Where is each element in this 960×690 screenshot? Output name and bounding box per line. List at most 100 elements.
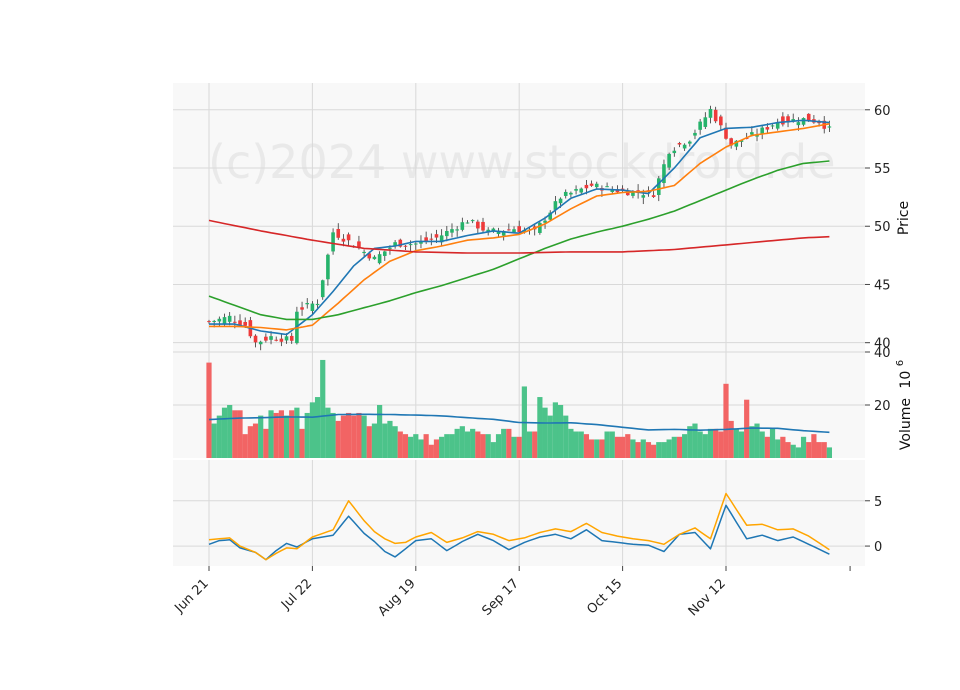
- candle-down: [243, 321, 247, 326]
- candle-down: [279, 338, 284, 342]
- volume-bar-up: [387, 420, 393, 458]
- volume-bar-up: [320, 359, 326, 458]
- volume-bar-up: [408, 436, 414, 458]
- candle-up: [791, 119, 796, 122]
- x-tick-label: Jul 22: [278, 576, 315, 613]
- volume-unit-base: 10: [898, 371, 914, 389]
- volume-bar-up: [682, 434, 688, 458]
- volume-bar-down: [728, 420, 734, 458]
- y-tick-label: 0: [874, 540, 882, 555]
- candle-down: [677, 142, 682, 145]
- volume-bar-up: [449, 434, 455, 458]
- candle-up: [543, 220, 547, 223]
- candle-down: [476, 221, 480, 229]
- indicator-line-2: [208, 492, 830, 561]
- candle-up: [305, 303, 310, 305]
- candle-down: [481, 221, 485, 231]
- candle-down: [207, 321, 211, 323]
- volume-bar-up: [563, 415, 569, 458]
- volume-bar-up: [283, 415, 290, 458]
- volume-bar-up: [692, 423, 698, 458]
- volume-bar-down: [780, 436, 786, 458]
- volume-bar-down: [651, 444, 657, 458]
- volume-bar-down: [433, 439, 440, 458]
- candle-down: [424, 237, 428, 242]
- candle-down: [341, 238, 346, 242]
- volume-axis-label: Volume 10 6: [895, 360, 914, 450]
- volume-bar-down: [402, 434, 409, 458]
- volume-bar-up: [666, 439, 672, 458]
- candle-up: [734, 140, 739, 147]
- candle-up: [667, 153, 671, 168]
- candle-up: [827, 126, 832, 128]
- candle-up: [222, 317, 227, 324]
- volume-bar-up: [547, 415, 553, 458]
- volume-bar-down: [206, 362, 212, 458]
- volume-bar-up: [501, 428, 507, 458]
- candle-up: [641, 195, 646, 198]
- candle-up: [439, 235, 444, 243]
- volume-bar-up: [661, 442, 667, 458]
- volume-bar-up: [769, 428, 776, 458]
- volume-bar-down: [635, 442, 641, 458]
- volume-bar-up: [630, 439, 636, 458]
- volume-bar-up: [211, 423, 217, 458]
- volume-bar-down: [785, 442, 791, 458]
- volume-bar-down: [676, 436, 683, 458]
- candle-up: [212, 320, 216, 322]
- candle-down: [346, 234, 351, 241]
- candle-down: [724, 127, 728, 139]
- volume-bar-up: [542, 407, 548, 458]
- volume-bar-down: [263, 428, 269, 458]
- candle-up: [310, 303, 315, 311]
- volume-bar-up: [470, 428, 476, 458]
- candle-up: [320, 280, 325, 298]
- candle-down: [507, 229, 511, 231]
- volume-bar-down: [428, 444, 434, 458]
- candle-up: [672, 150, 677, 154]
- y-tick-label: 50: [874, 220, 891, 235]
- candle-down: [786, 116, 790, 123]
- volume-bar-up: [304, 412, 310, 458]
- candle-down: [357, 241, 361, 249]
- volume-bar-down: [366, 426, 372, 458]
- candle-down: [517, 226, 521, 233]
- candle-down: [253, 335, 258, 343]
- candle-up: [217, 318, 222, 322]
- candle-up: [775, 122, 780, 129]
- candle-up: [470, 220, 475, 222]
- candle-up: [465, 222, 470, 224]
- candle-down: [274, 339, 279, 341]
- candle-up: [501, 231, 506, 236]
- candle-up: [698, 121, 702, 130]
- volume-bar-down: [614, 436, 621, 458]
- candle-up: [739, 140, 744, 142]
- candle-up: [574, 189, 578, 191]
- candle-down: [434, 234, 439, 238]
- candle-up: [631, 191, 635, 196]
- volume-bar-down: [397, 431, 403, 458]
- candle-up: [393, 242, 397, 247]
- volume-bar-up: [604, 431, 610, 458]
- volume-bar-up: [485, 434, 491, 458]
- price-axis-label: Price: [896, 201, 912, 235]
- volume-bar-up: [418, 439, 424, 458]
- candle-up: [326, 254, 330, 280]
- volume-bar-up: [459, 426, 465, 458]
- volume-bar-down: [299, 428, 305, 458]
- volume-bar-down: [278, 410, 284, 458]
- volume-bar-down: [599, 439, 605, 458]
- candle-down: [289, 335, 294, 341]
- candle-up: [419, 241, 423, 244]
- candle-up: [755, 134, 759, 137]
- volume-bar-down: [625, 434, 631, 458]
- volume-bar-up: [749, 426, 755, 458]
- candle-up: [708, 108, 713, 118]
- y-tick-label: 60: [874, 104, 891, 119]
- candle-up: [269, 336, 273, 340]
- volume-bar-up: [330, 412, 336, 458]
- volume-bar-up: [221, 407, 228, 458]
- y-tick-label: 20: [874, 399, 891, 414]
- candle-up: [605, 186, 609, 188]
- x-tick-label: Nov 12: [686, 576, 729, 619]
